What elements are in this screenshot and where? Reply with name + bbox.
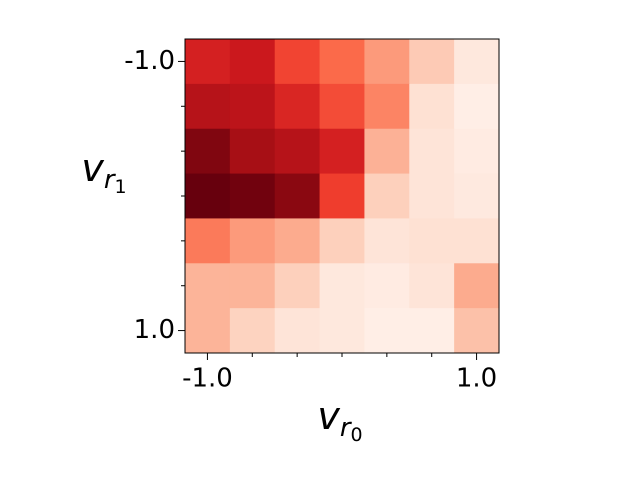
heatmap-cell	[185, 308, 231, 354]
heatmap-cell	[409, 173, 455, 219]
heatmap-cell	[185, 218, 231, 264]
y-axis-label-subsub: 1	[115, 176, 127, 198]
heatmap-cell	[454, 308, 500, 354]
x-axis-label-sub: r	[340, 413, 353, 443]
heatmap-cell	[364, 263, 410, 309]
heatmap-cell	[454, 128, 500, 175]
heatmap-cell	[185, 263, 231, 309]
y-axis-label: vr1	[81, 146, 126, 198]
heatmap-cell	[229, 83, 276, 130]
y-axis-label-sub: r	[104, 165, 117, 195]
heatmap-cell	[185, 83, 231, 130]
y-tick-label: 1.0	[134, 315, 175, 345]
heatmap-cell	[229, 263, 276, 309]
heatmap-cell	[229, 128, 276, 175]
heatmap-cell	[319, 308, 365, 354]
heatmap-cell	[319, 83, 365, 130]
heatmap-cell	[409, 128, 455, 175]
heatmap-cell	[364, 128, 410, 175]
y-axis-label-main: v	[81, 146, 104, 190]
heatmap-cell	[454, 263, 500, 309]
heatmap-cell	[454, 173, 500, 219]
heatmap-cell	[319, 39, 365, 85]
heatmap-cell	[274, 173, 321, 219]
heatmap-cell	[409, 308, 455, 354]
heatmap-cell	[409, 218, 455, 264]
heatmap-cell	[274, 218, 321, 264]
heatmap-cell	[364, 218, 410, 264]
heatmap-cell	[409, 39, 455, 85]
heatmap-cell	[185, 39, 231, 85]
heatmap-cell	[229, 308, 276, 354]
heatmap-cell	[319, 263, 365, 309]
heatmap-cell	[364, 308, 410, 354]
heatmap-cell	[274, 39, 321, 85]
heatmap-cell	[274, 263, 321, 309]
x-axis-label-subsub: 0	[351, 424, 363, 446]
heatmap-cell	[274, 128, 321, 175]
heatmap-cell	[229, 173, 276, 219]
x-tick-label: -1.0	[182, 364, 233, 394]
heatmap-cell	[229, 39, 276, 85]
x-tick-label: 1.0	[456, 364, 497, 394]
heatmap-cell	[319, 173, 365, 219]
heatmap-cell	[454, 39, 500, 85]
heatmap-cell	[185, 173, 231, 219]
heatmap-cell	[319, 218, 365, 264]
heatmap-cell	[454, 218, 500, 264]
heatmap-cell	[364, 39, 410, 85]
heatmap-cell	[364, 173, 410, 219]
heatmap-cell	[319, 128, 365, 175]
heatmap-cell	[274, 83, 321, 130]
y-tick-label: -1.0	[124, 46, 175, 76]
heatmap-cell	[364, 83, 410, 130]
heatmap-cell	[185, 128, 231, 175]
heatmap-cell	[454, 83, 500, 130]
x-axis-label: vr0	[317, 394, 362, 446]
heatmap-cell	[229, 218, 276, 264]
x-axis-label-main: v	[317, 394, 340, 438]
heatmap-cell	[409, 83, 455, 130]
heatmap-cell	[409, 263, 455, 309]
heatmap-cell	[274, 308, 321, 354]
